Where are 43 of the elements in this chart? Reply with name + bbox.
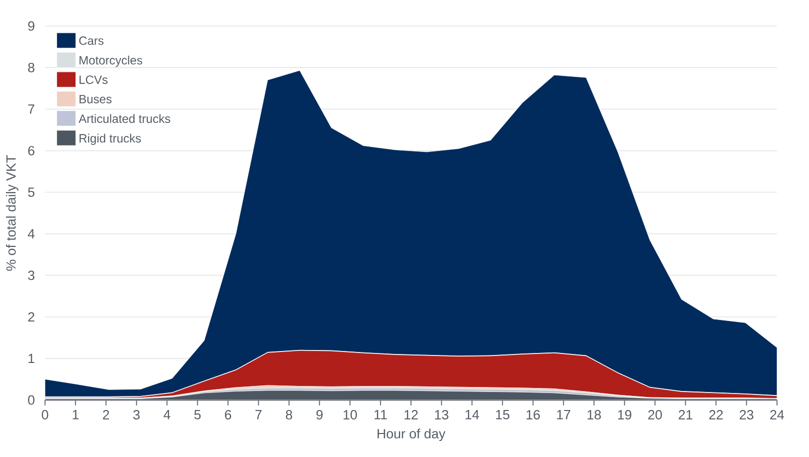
y-tick-label: 3 — [28, 270, 34, 280]
legend-label: LCVs — [80, 75, 108, 84]
y-tick-label: 9 — [28, 21, 34, 31]
x-tick-label: 0 — [42, 410, 48, 420]
x-tick-label: 4 — [164, 410, 170, 420]
y-axis-title: % of total daily VKT — [6, 155, 18, 271]
x-tick-label: 23 — [740, 410, 754, 420]
x-tick-label: 15 — [496, 410, 510, 420]
x-tick-label: 13 — [435, 410, 448, 420]
x-tick-label: 12 — [404, 410, 418, 420]
x-tick-label: 19 — [618, 410, 632, 420]
y-tick-label: 2 — [28, 312, 34, 322]
legend-label: Motorcycles — [80, 56, 142, 67]
legend-label: Buses — [80, 94, 112, 104]
x-tick-label: 6 — [224, 410, 232, 420]
x-tick-label: 10 — [344, 410, 357, 420]
x-tick-label: 5 — [194, 410, 201, 420]
x-tick-label: 21 — [678, 410, 692, 420]
x-tick-label: 8 — [286, 410, 292, 420]
x-tick-label: 24 — [770, 410, 784, 420]
legend-label: Cars — [79, 36, 104, 45]
legend-label: Articulated trucks — [78, 114, 170, 123]
y-tick-label: 1 — [28, 354, 34, 364]
x-tick-label: 20 — [648, 410, 662, 420]
x-tick-label: 16 — [526, 410, 540, 420]
x-tick-label: 11 — [374, 410, 387, 420]
x-tick-label: 7 — [255, 410, 262, 420]
x-tick-label: 1 — [72, 410, 79, 420]
x-tick-label: 3 — [133, 410, 140, 420]
y-tick-label: 0 — [28, 395, 34, 405]
x-tick-label: 14 — [466, 410, 480, 420]
x-tick-label: 22 — [709, 410, 723, 420]
x-tick-label: 18 — [588, 410, 601, 420]
y-tick-label: 5 — [28, 188, 34, 197]
x-tick-label: 2 — [102, 410, 110, 420]
y-tick-label: 7 — [28, 104, 34, 114]
x-axis-title: Hour of day — [378, 428, 446, 442]
y-tick-label: 8 — [28, 62, 34, 72]
y-tick-label: 4 — [28, 229, 35, 238]
x-tick-label: 17 — [557, 410, 570, 420]
y-tick-label: 6 — [28, 146, 34, 156]
legend-label: Rigid trucks — [80, 134, 141, 145]
x-tick-label: 9 — [316, 410, 323, 420]
